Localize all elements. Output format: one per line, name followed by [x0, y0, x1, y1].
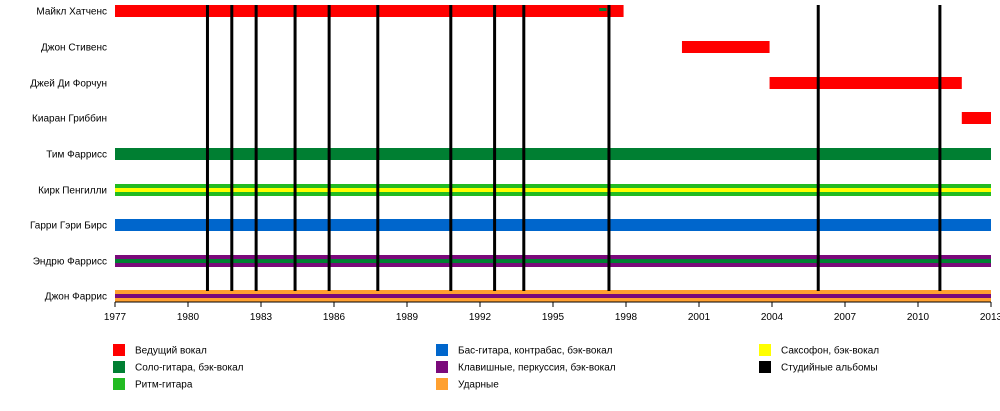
member-bar-3-lead_vocals: [961, 112, 991, 124]
legend-swatch-lead_guitar: [113, 361, 125, 373]
member-bar-1-lead_vocals: [681, 41, 770, 53]
legend: Ведущий вокал Соло-гитара, бэк-вокал Ритм-…: [113, 344, 879, 391]
member-bars: [115, 5, 991, 302]
x-tick-label-8: 2001: [688, 312, 711, 323]
legend-label-drums: Ударные: [458, 380, 499, 391]
x-tick-label-7: 1998: [615, 312, 638, 323]
legend-label-rhythm_guitar: Ритм-гитара: [135, 380, 193, 391]
member-label-2: Джей Ди Форчун: [30, 79, 107, 90]
legend-swatch-rhythm_guitar: [113, 378, 125, 390]
legend-label-albums: Студийные альбомы: [781, 362, 878, 374]
x-tick-label-3: 1986: [323, 312, 346, 323]
member-label-5: Кирк Пенгилли: [38, 186, 107, 197]
x-tick-label-5: 1992: [469, 312, 492, 323]
x-tick-label-0: 1977: [104, 312, 127, 323]
x-tick-label-9: 2004: [761, 312, 784, 323]
legend-label-sax: Саксофон, бэк-вокал: [781, 345, 879, 357]
x-tick-label-4: 1989: [396, 312, 419, 323]
x-tick-label-11: 2010: [907, 312, 930, 323]
member-label-7: Эндрю Фаррисс: [33, 257, 107, 268]
x-tick-label-10: 2007: [834, 312, 857, 323]
legend-label-lead_vocals: Ведущий вокал: [135, 346, 207, 357]
legend-swatch-bass: [436, 344, 448, 356]
x-tick-label-6: 1995: [542, 312, 565, 323]
legend-label-lead_guitar: Соло-гитара, бэк-вокал: [135, 362, 244, 374]
x-tick-label-2: 1983: [250, 312, 273, 323]
member-bar-5-sax-inner: [115, 188, 991, 192]
member-label-1: Джон Стивенс: [41, 43, 107, 54]
member-bar-4-lead_guitar: [115, 148, 991, 160]
member-label-0: Майкл Хатченс: [36, 7, 107, 18]
member-bar-0-lead_vocals: [115, 5, 624, 17]
member-label-6: Гарри Гэри Бирс: [30, 221, 107, 232]
member-bar-8-keys-inner: [115, 294, 991, 298]
x-tick-label-12: 2013: [980, 312, 1000, 323]
member-label-8: Джон Фаррис: [45, 292, 107, 303]
member-bar-7-lead_guitar-inner: [115, 259, 991, 263]
legend-swatch-keys: [436, 361, 448, 373]
legend-swatch-lead_vocals: [113, 344, 125, 356]
member-label-4: Тим Фаррисс: [46, 150, 107, 161]
member-label-3: Киаран Гриббин: [32, 113, 107, 125]
legend-swatch-drums: [436, 378, 448, 390]
x-tick-label-1: 1980: [177, 312, 200, 323]
legend-label-bass: Бас-гитара, контрабас, бэк-вокал: [458, 345, 613, 357]
extra-mark-0: [599, 8, 607, 11]
x-axis: 1977 1980 1983 1986 1989 1992 1995 1998 2001 2004…: [104, 301, 1000, 323]
member-bar-6-bass: [115, 219, 991, 231]
legend-label-keys: Клавишные, перкуссия, бэк-вокал: [458, 362, 616, 374]
legend-swatch-albums: [759, 361, 771, 373]
member-labels: Майкл Хатченс Джон Стивенс Джей Ди Форчун К…: [30, 7, 107, 303]
legend-swatch-sax: [759, 344, 771, 356]
member-bar-2-lead_vocals: [769, 77, 962, 89]
